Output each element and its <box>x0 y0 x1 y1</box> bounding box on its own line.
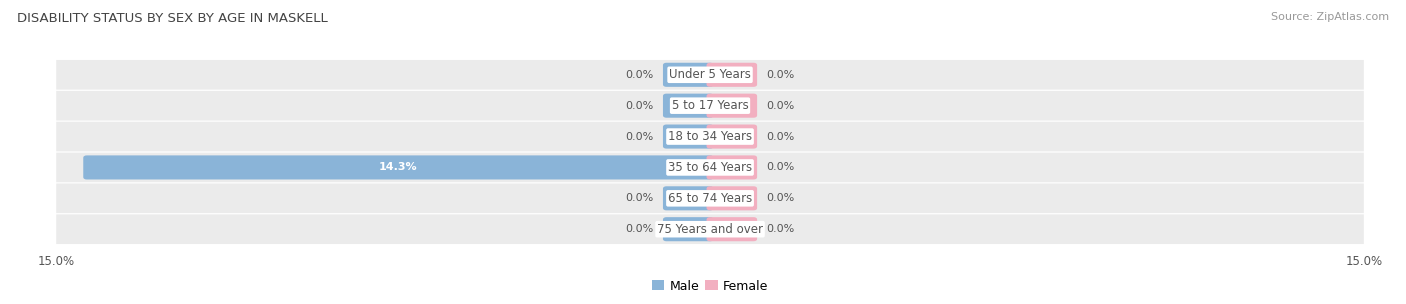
FancyBboxPatch shape <box>707 186 756 210</box>
Text: 0.0%: 0.0% <box>766 193 794 203</box>
FancyBboxPatch shape <box>664 186 713 210</box>
Text: 0.0%: 0.0% <box>766 101 794 111</box>
Text: Under 5 Years: Under 5 Years <box>669 68 751 81</box>
FancyBboxPatch shape <box>56 184 1364 213</box>
Text: 0.0%: 0.0% <box>626 132 654 142</box>
Text: 0.0%: 0.0% <box>626 70 654 80</box>
FancyBboxPatch shape <box>56 214 1364 244</box>
FancyBboxPatch shape <box>56 91 1364 120</box>
FancyBboxPatch shape <box>664 125 713 149</box>
FancyBboxPatch shape <box>707 155 756 179</box>
Text: 0.0%: 0.0% <box>626 193 654 203</box>
FancyBboxPatch shape <box>83 155 713 179</box>
FancyBboxPatch shape <box>664 217 713 241</box>
FancyBboxPatch shape <box>664 63 713 87</box>
FancyBboxPatch shape <box>707 217 756 241</box>
FancyBboxPatch shape <box>707 63 756 87</box>
Text: 0.0%: 0.0% <box>766 132 794 142</box>
Text: 65 to 74 Years: 65 to 74 Years <box>668 192 752 205</box>
Text: 0.0%: 0.0% <box>626 101 654 111</box>
Text: 0.0%: 0.0% <box>766 70 794 80</box>
Text: DISABILITY STATUS BY SEX BY AGE IN MASKELL: DISABILITY STATUS BY SEX BY AGE IN MASKE… <box>17 12 328 25</box>
FancyBboxPatch shape <box>56 60 1364 90</box>
FancyBboxPatch shape <box>707 125 756 149</box>
Text: 75 Years and over: 75 Years and over <box>657 223 763 236</box>
FancyBboxPatch shape <box>56 153 1364 182</box>
Legend: Male, Female: Male, Female <box>647 275 773 298</box>
FancyBboxPatch shape <box>664 94 713 118</box>
Text: 0.0%: 0.0% <box>626 224 654 234</box>
Text: 0.0%: 0.0% <box>766 224 794 234</box>
FancyBboxPatch shape <box>56 122 1364 151</box>
Text: 35 to 64 Years: 35 to 64 Years <box>668 161 752 174</box>
Text: 18 to 34 Years: 18 to 34 Years <box>668 130 752 143</box>
Text: 0.0%: 0.0% <box>766 162 794 172</box>
FancyBboxPatch shape <box>707 94 756 118</box>
Text: 5 to 17 Years: 5 to 17 Years <box>672 99 748 112</box>
Text: Source: ZipAtlas.com: Source: ZipAtlas.com <box>1271 12 1389 22</box>
Text: 14.3%: 14.3% <box>380 162 418 172</box>
